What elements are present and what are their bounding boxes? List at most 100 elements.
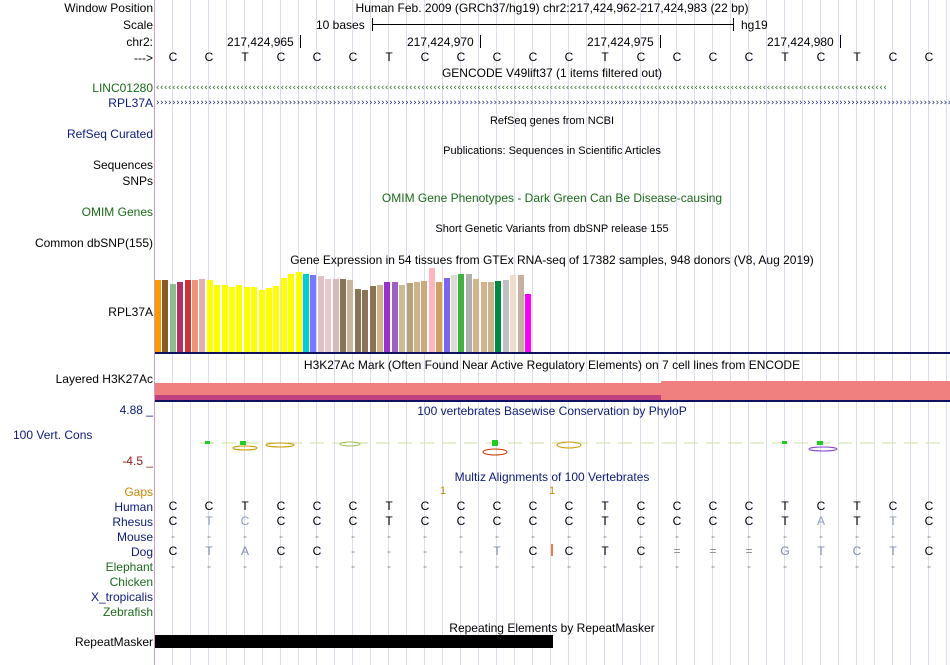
gtex-tissue-bar[interactable] (443, 278, 450, 352)
alignment-base-human: C (564, 499, 574, 513)
gene-label-rpl37a[interactable]: RPL37A (108, 96, 153, 110)
gtex-tissue-bar[interactable] (517, 275, 524, 352)
grid-line (856, 0, 857, 665)
gtex-tissue-bar[interactable] (192, 280, 198, 352)
gencode-track-title[interactable]: GENCODE V49lift37 (1 items filtered out) (441, 66, 663, 80)
gtex-tissue-bar[interactable] (436, 282, 443, 352)
gtex-tissue-bar[interactable] (414, 282, 420, 352)
gtex-tissue-bar[interactable] (177, 282, 184, 352)
gtex-tissue-bar[interactable] (184, 280, 191, 352)
gtex-tissue-bar[interactable] (488, 282, 494, 352)
gtex-tissue-bar[interactable] (243, 287, 250, 352)
gtex-tissue-bar[interactable] (391, 282, 398, 352)
gtex-tissue-bar[interactable] (206, 280, 213, 352)
gtex-tissue-bar[interactable] (332, 279, 339, 352)
species-label-mouse[interactable]: Mouse (116, 530, 153, 544)
gtex-tissue-bar[interactable] (340, 279, 346, 352)
repeatmasker-label[interactable]: RepeatMasker (74, 635, 153, 649)
gtex-tissue-bar[interactable] (169, 284, 176, 352)
gtex-tissue-bar[interactable] (280, 278, 287, 352)
gtex-track-title[interactable]: Gene Expression in 54 tissues from GTEx … (290, 253, 814, 267)
omim-track-title[interactable]: OMIM Gene Phenotypes - Dark Green Can Be… (381, 191, 723, 205)
h3k27ac-signal-right[interactable] (661, 381, 950, 401)
species-label-xtropicalis[interactable]: X_tropicalis (90, 590, 153, 604)
gtex-tissue-bar[interactable] (525, 294, 531, 352)
publications-label[interactable]: Sequences (92, 158, 153, 172)
phylop-plot[interactable] (155, 432, 950, 456)
gtex-tissue-bar[interactable] (384, 282, 391, 352)
gtex-tissue-bar[interactable] (266, 288, 272, 352)
gene-label-linc01280[interactable]: LINC01280 (92, 81, 153, 95)
dbsnp-label[interactable]: Common dbSNP(155) (34, 236, 153, 250)
species-label-dog[interactable]: Dog (130, 545, 153, 559)
repeat-element-block[interactable] (155, 635, 553, 648)
phylop-track-title[interactable]: 100 vertebrates Basewise Conservation by… (417, 404, 687, 418)
gtex-tissue-bar[interactable] (465, 274, 472, 352)
gtex-tissue-bar[interactable] (399, 285, 406, 352)
refseq-label[interactable]: RefSeq Curated (66, 127, 153, 141)
gtex-tissue-bar[interactable] (295, 272, 302, 352)
gtex-tissue-bar[interactable] (162, 280, 169, 352)
snps-label[interactable]: SNPs (122, 174, 153, 188)
h3k27ac-track-title[interactable]: H3K27Ac Mark (Often Found Near Active Re… (303, 358, 801, 372)
gene-linc01280-strand[interactable]: ‹‹‹‹‹‹‹‹‹‹‹‹‹‹‹‹‹‹‹‹‹‹‹‹‹‹‹‹‹‹‹‹‹‹‹‹‹‹‹‹… (155, 83, 888, 93)
gtex-tissue-bar[interactable] (480, 282, 487, 352)
alignment-base-human: C (168, 499, 178, 513)
species-label-rhesus[interactable]: Rhesus (112, 515, 153, 529)
species-label-chicken[interactable]: Chicken (109, 575, 153, 589)
reference-base: C (924, 50, 934, 64)
alignment-base-dog: A (240, 544, 249, 558)
gtex-gene-label[interactable]: RPL37A (108, 305, 153, 319)
gtex-tissue-bar[interactable] (428, 268, 435, 352)
gtex-tissue-bar[interactable] (369, 286, 376, 352)
refseq-track-title[interactable]: RefSeq genes from NCBI (489, 115, 615, 127)
gtex-tissue-bar[interactable] (458, 274, 465, 352)
species-label-elephant[interactable]: Elephant (105, 560, 153, 574)
species-label-zebrafish[interactable]: Zebrafish (102, 605, 153, 619)
phylop-label[interactable]: 100 Vert. Cons (13, 428, 93, 442)
alignment-base-mouse: - (747, 529, 751, 543)
gtex-tissue-bar[interactable] (325, 279, 332, 352)
gtex-tissue-bar[interactable] (495, 281, 502, 352)
gtex-tissue-bar[interactable] (229, 287, 235, 352)
dbsnp-track-title[interactable]: Short Genetic Variants from dbSNP releas… (435, 223, 669, 235)
species-label-human[interactable]: Human (114, 500, 153, 514)
h3k27ac-signal-layer[interactable] (155, 395, 661, 400)
reference-base: T (385, 50, 393, 64)
gtex-tissue-bar[interactable] (377, 285, 383, 352)
gene-rpl37a-strand[interactable]: ››››››››››››››››››››››››››››››››››››››››… (155, 98, 950, 108)
h3k27ac-label[interactable]: Layered H3K27Ac (55, 372, 153, 386)
gtex-tissue-bar[interactable] (502, 280, 509, 352)
gtex-tissue-bar[interactable] (251, 287, 258, 352)
gtex-tissue-bar[interactable] (421, 281, 428, 352)
gtex-tissue-bar[interactable] (258, 290, 265, 352)
omim-label[interactable]: OMIM Genes (81, 205, 153, 219)
grid-line (640, 0, 641, 665)
gtex-tissue-bar[interactable] (273, 286, 280, 352)
gtex-tissue-bar[interactable] (406, 283, 413, 352)
gtex-tissue-bar[interactable] (473, 279, 480, 352)
gtex-tissue-bar[interactable] (310, 275, 317, 352)
gtex-tissue-bar[interactable] (510, 275, 517, 352)
repeatmasker-track-title[interactable]: Repeating Elements by RepeatMasker (449, 621, 655, 635)
gtex-tissue-bar[interactable] (347, 280, 354, 352)
alignment-base-human: T (853, 499, 861, 513)
gtex-tissue-bar[interactable] (451, 275, 457, 352)
gtex-tissue-bar[interactable] (288, 274, 295, 352)
h3k27ac-signal-left[interactable] (155, 383, 661, 395)
gtex-tissue-bar[interactable] (354, 289, 361, 352)
phylop-mark (232, 445, 258, 451)
multiz-track-title[interactable]: Multiz Alignments of 100 Vertebrates (454, 470, 650, 484)
gtex-tissue-bar[interactable] (303, 274, 309, 352)
gtex-tissue-bar[interactable] (362, 290, 369, 352)
gtex-tissue-bar[interactable] (317, 276, 324, 352)
gaps-label[interactable]: Gaps (124, 485, 153, 499)
publications-track-title[interactable]: Publications: Sequences in Scientific Ar… (443, 145, 661, 157)
alignment-base-mouse: - (819, 529, 823, 543)
gtex-tissue-bar[interactable] (214, 285, 221, 352)
gtex-tissue-bar[interactable] (236, 285, 243, 352)
gtex-tissue-bar[interactable] (155, 280, 161, 352)
gtex-tissue-bar[interactable] (199, 279, 206, 352)
gtex-tissue-bar[interactable] (221, 285, 228, 352)
reference-base: C (708, 50, 718, 64)
